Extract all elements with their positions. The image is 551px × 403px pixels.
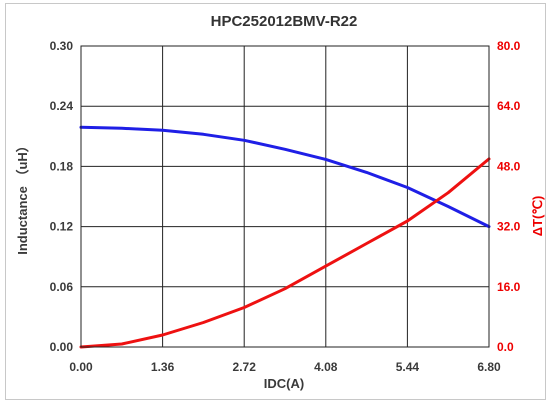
- y-right-tick-label: 48.0: [497, 159, 521, 173]
- x-tick-label: 6.80: [477, 360, 501, 374]
- y-right-tick-label: 16.0: [497, 280, 521, 294]
- temperature-rise-line: [79, 157, 491, 349]
- y-right-tick-label: 0.0: [497, 340, 514, 354]
- x-tick-label: 0.00: [69, 360, 93, 374]
- y-left-tick-label: 0.06: [50, 280, 74, 294]
- chart-title: HPC252012BMV-R22: [211, 13, 358, 30]
- x-tick-label: 1.36: [151, 360, 175, 374]
- y-left-tick-label: 0.24: [50, 99, 74, 113]
- grid: [81, 46, 489, 347]
- chart-frame: [5, 3, 546, 400]
- x-tick-label: 5.44: [396, 360, 420, 374]
- x-tick-label: 2.72: [233, 360, 257, 374]
- y-axis-left-label: Inductance （uH）: [15, 139, 30, 255]
- x-tick-label: 4.08: [314, 360, 338, 374]
- x-axis-label: IDC(A): [264, 376, 304, 391]
- y-left-tick-label: 0.30: [50, 39, 74, 53]
- series-lines: [79, 125, 491, 349]
- inductance-line: [79, 125, 491, 229]
- y-left-tick-label: 0.00: [50, 340, 74, 354]
- y-left-tick-label: 0.12: [50, 220, 74, 234]
- y-left-tick-label: 0.18: [50, 159, 74, 173]
- plot-border: [80, 45, 490, 348]
- y-right-tick-label: 64.0: [497, 99, 521, 113]
- y-right-tick-label: 80.0: [497, 39, 521, 53]
- y-axis-right-label: ΔT(℃): [530, 196, 545, 237]
- y-right-tick-label: 32.0: [497, 220, 521, 234]
- tick-labels: 0.00 1.36 2.72 4.08 5.44 6.80 0.00 0.06 0.12 0.18…: [50, 39, 521, 374]
